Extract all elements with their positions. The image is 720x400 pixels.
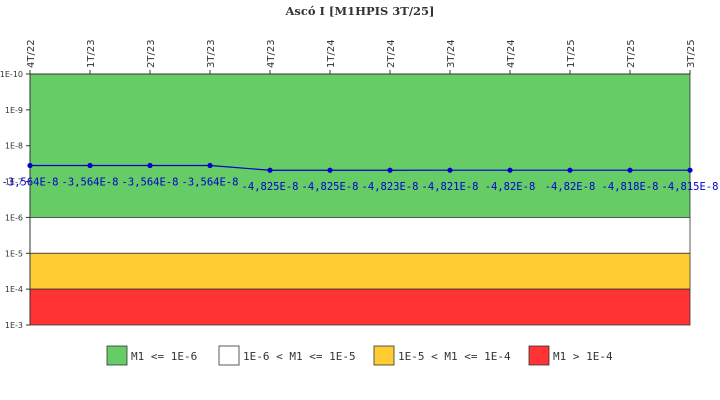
legend-swatch-1: [218, 345, 240, 366]
x-tick-label-3: 3T/23: [206, 39, 217, 68]
y-tick-label-5: 1E-5: [5, 249, 23, 258]
data-point-10: [627, 167, 633, 173]
band-2: [29, 252, 691, 290]
data-point-6: [387, 167, 393, 173]
data-point-0: [27, 162, 33, 169]
data-point-11: [687, 167, 693, 173]
data-point-2: [147, 162, 153, 169]
data-label-7: -4,821E-8: [422, 181, 479, 193]
legend-label-2: 1E-5 < M1 <= 1E-4: [398, 350, 511, 363]
x-tick-label-9: 1T/25: [566, 39, 577, 68]
x-tick-label-2: 2T/23: [146, 39, 157, 68]
band-3: [29, 288, 691, 326]
data-label-4: -4,825E-8: [242, 181, 299, 193]
x-tick-label-10: 2T/25: [626, 39, 637, 68]
data-point-3: [207, 162, 213, 169]
x-tick-label-5: 1T/24: [326, 39, 337, 68]
y-tick-label-4: 1E-6: [5, 213, 23, 222]
x-tick-label-0: 4T/22: [26, 39, 37, 68]
legend-label-0: M1 <= 1E-6: [131, 350, 197, 363]
y-axis: 1E-10 1E-9 1E-8 1E-7 1E-6 1E-5 1E-4 1E-3: [0, 70, 31, 330]
x-tick-label-11: 3T/25: [686, 39, 697, 68]
legend-swatch-3: [528, 345, 550, 366]
y-tick-label-7: 1E-3: [5, 321, 23, 330]
x-tick-label-1: 1T/23: [86, 39, 97, 68]
chart-title: Ascó I [M1HPIS 3T/25]: [284, 4, 434, 18]
data-point-9: [567, 167, 573, 173]
x-tick-label-8: 4T/24: [506, 39, 517, 68]
data-point-1: [87, 162, 93, 169]
x-axis: 4T/22 1T/23 2T/23 3T/23 4T/23 1T/24 2T/24 3T/24…: [26, 39, 697, 75]
data-label-1: -3,564E-8: [62, 177, 119, 189]
y-tick-label-3: 1E-7: [5, 178, 23, 187]
data-label-10: -4,818E-8: [602, 181, 659, 193]
legend: M1 <= 1E-6 1E-6 < M1 <= 1E-5 1E-5 < M1 <= …: [106, 345, 613, 366]
y-tick-label-0: 1E-10: [0, 70, 23, 79]
legend-label-1: 1E-6 < M1 <= 1E-5: [243, 350, 356, 363]
band-1: [29, 217, 691, 254]
data-label-3: -3,564E-8: [182, 177, 239, 189]
series-line: -3,564E-8 -3,564E-8 -3,564E-8 -3,564E-8 -4,8…: [2, 162, 719, 193]
y-tick-label-2: 1E-8: [5, 142, 23, 151]
risk-bands: [29, 73, 691, 326]
y-tick-label-6: 1E-4: [5, 285, 23, 294]
data-point-4: [267, 167, 273, 173]
x-tick-label-4: 4T/23: [266, 39, 277, 68]
data-label-11: -4,815E-8: [662, 181, 719, 193]
y-tick-label-1: 1E-9: [5, 106, 23, 115]
data-label-6: -4,823E-8: [362, 181, 419, 193]
x-tick-label-7: 3T/24: [446, 39, 457, 68]
data-label-5: -4,825E-8: [302, 181, 359, 193]
series-polyline: [30, 164, 691, 171]
data-label-2: -3,564E-8: [122, 177, 179, 189]
legend-label-3: M1 > 1E-4: [553, 350, 613, 363]
x-tick-label-6: 2T/24: [386, 39, 397, 68]
data-point-8: [507, 167, 513, 173]
data-label-0: -3,564E-8: [2, 177, 59, 189]
legend-swatch-0: [106, 345, 128, 366]
data-point-5: [327, 167, 333, 173]
band-0: [29, 73, 691, 218]
data-label-9: -4,82E-8: [545, 181, 596, 193]
legend-swatch-2: [373, 345, 395, 366]
data-label-8: -4,82E-8: [485, 181, 536, 193]
data-point-7: [447, 167, 453, 173]
